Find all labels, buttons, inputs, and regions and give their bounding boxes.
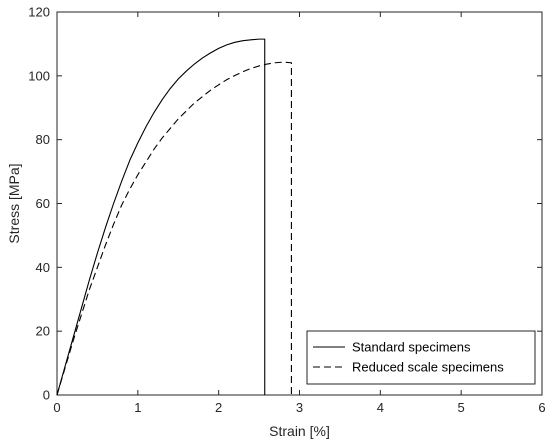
x-tick-label: 2 [215,400,222,415]
legend-label-standard: Standard specimens [352,340,471,355]
series-line-standard [56,38,266,396]
legend-label-reduced: Reduced scale specimens [352,360,504,375]
y-tick-label: 120 [28,5,50,20]
x-axis: 0 1 2 3 4 5 6 [53,12,546,415]
y-tick-label: 80 [36,132,50,147]
series-line-reduced [56,61,292,396]
x-tick-label: 6 [538,400,545,415]
x-tick-label: 5 [458,400,465,415]
y-tick-label: 100 [28,68,50,83]
y-axis-label: Stress [MPa] [6,163,22,243]
x-axis-label: Strain [%] [269,423,330,439]
x-tick-label: 1 [134,400,141,415]
y-axis: 0 20 40 60 80 100 120 [28,5,542,403]
x-tick-label: 0 [53,400,60,415]
y-tick-label: 0 [43,388,50,403]
legend: Standard specimens Reduced scale specime… [306,330,536,385]
x-tick-label: 3 [296,400,303,415]
series-layer [56,38,292,396]
y-tick-label: 20 [36,324,50,339]
legend-box [306,330,536,385]
y-tick-label: 40 [36,260,50,275]
y-tick-label: 60 [36,196,50,211]
x-tick-label: 4 [377,400,384,415]
